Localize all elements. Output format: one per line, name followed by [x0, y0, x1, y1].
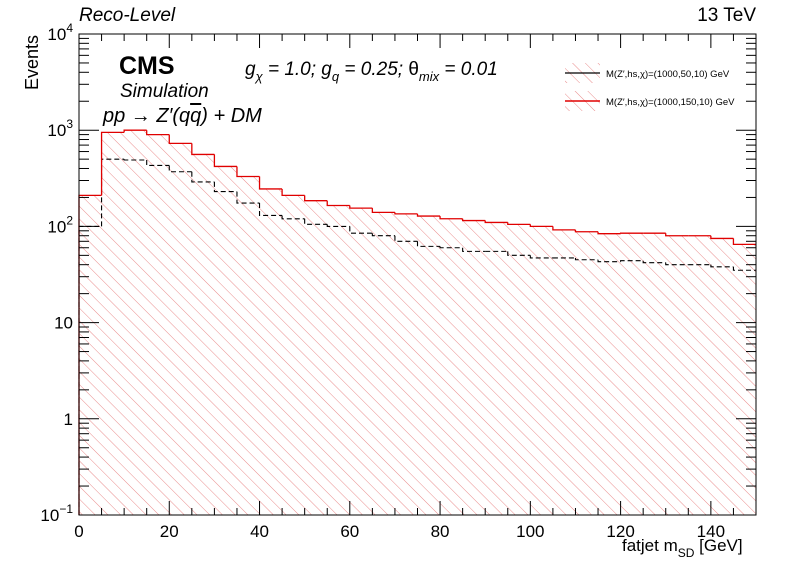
legend-label-2: M(Z′,hs,χ)=(1000,150,10) GeV [606, 97, 735, 108]
series-2-bin-8 [237, 166, 260, 176]
cms-label: CMS [119, 52, 175, 80]
x-axis-title: fatjet mSD [GeV] [622, 536, 743, 560]
series-2-bin-24 [598, 232, 621, 234]
x-tick-label-0: 0 [74, 522, 83, 541]
y-axis-title: Events [22, 35, 42, 90]
x-axis-title-sub: SD [678, 546, 695, 560]
y-tick-label-5: 104 [47, 21, 73, 44]
x-axis-title-main: fatjet m [622, 536, 678, 555]
series-2-bin-23 [575, 230, 598, 232]
y-tick-label-3: 102 [47, 213, 73, 236]
series-2-bin-20 [508, 222, 531, 224]
series-2-bin-6 [192, 143, 215, 154]
x-tick-label-40: 40 [250, 522, 269, 541]
series-2-bin-19 [485, 221, 508, 223]
svg-text:fatjet mSD [GeV]: fatjet mSD [GeV] [622, 536, 743, 560]
series-2-bin-14 [372, 208, 395, 212]
couplings-label: gχ = 1.0; gq = 0.25; θmix = 0.01 [245, 59, 498, 84]
y-tick-label-0: 10−1 [40, 502, 73, 525]
y-tick-label-4: 103 [47, 117, 73, 140]
series-2-bin-29 [711, 236, 734, 239]
series-2-bin-4 [147, 130, 170, 134]
series-2-bin-5 [169, 135, 192, 144]
energy-label: 13 TeV [697, 5, 756, 26]
svg-text:gχ = 1.0; gq = 0.25; θmix = 0.: gχ = 1.0; gq = 0.25; θmix = 0.01 [245, 59, 498, 84]
svg-text:pp → Z′(qq) + DM: pp → Z′(qq) + DM [102, 105, 262, 127]
hatched-area [79, 130, 756, 515]
x-tick-label-60: 60 [340, 522, 359, 541]
legend-entry-2: M(Z′,hs,χ)=(1000,150,10) GeV [565, 91, 735, 111]
series-2-bin-15 [395, 212, 418, 214]
series-2-bin-18 [463, 219, 486, 221]
reco-level-label: Reco-Level [79, 5, 176, 26]
legend: M(Z′,hs,χ)=(1000,50,10) GeV M(Z′,hs,χ)=(… [565, 63, 735, 111]
legend-entry-1: M(Z′,hs,χ)=(1000,50,10) GeV [565, 63, 730, 83]
series-2-bin-17 [440, 216, 463, 219]
series-2-bin-22 [553, 226, 576, 229]
series-2-bin-13 [350, 205, 373, 208]
legend-label-1: M(Z′,hs,χ)=(1000,50,10) GeV [606, 69, 730, 80]
simulation-label: Simulation [120, 81, 209, 102]
x-axis-title-unit: [GeV] [694, 536, 742, 555]
series-2-bin-27 [666, 233, 689, 236]
x-tick-label-100: 100 [516, 522, 544, 541]
series-2-bin-12 [327, 201, 350, 206]
series-2-bin-11 [305, 195, 328, 200]
process-label: pp → Z′(qq) + DM [102, 105, 262, 127]
hatched-fill-layer [79, 130, 756, 515]
series-2-bin-16 [418, 214, 441, 216]
x-tick-label-80: 80 [431, 522, 450, 541]
y-tick-label-1: 1 [64, 410, 73, 429]
y-tick-label-2: 10 [54, 314, 73, 333]
series-2-bin-7 [214, 154, 237, 166]
x-tick-label-20: 20 [160, 522, 179, 541]
series-2-bin-9 [260, 177, 283, 189]
series-2-bin-10 [282, 189, 305, 195]
series-2-bin-21 [530, 224, 553, 226]
